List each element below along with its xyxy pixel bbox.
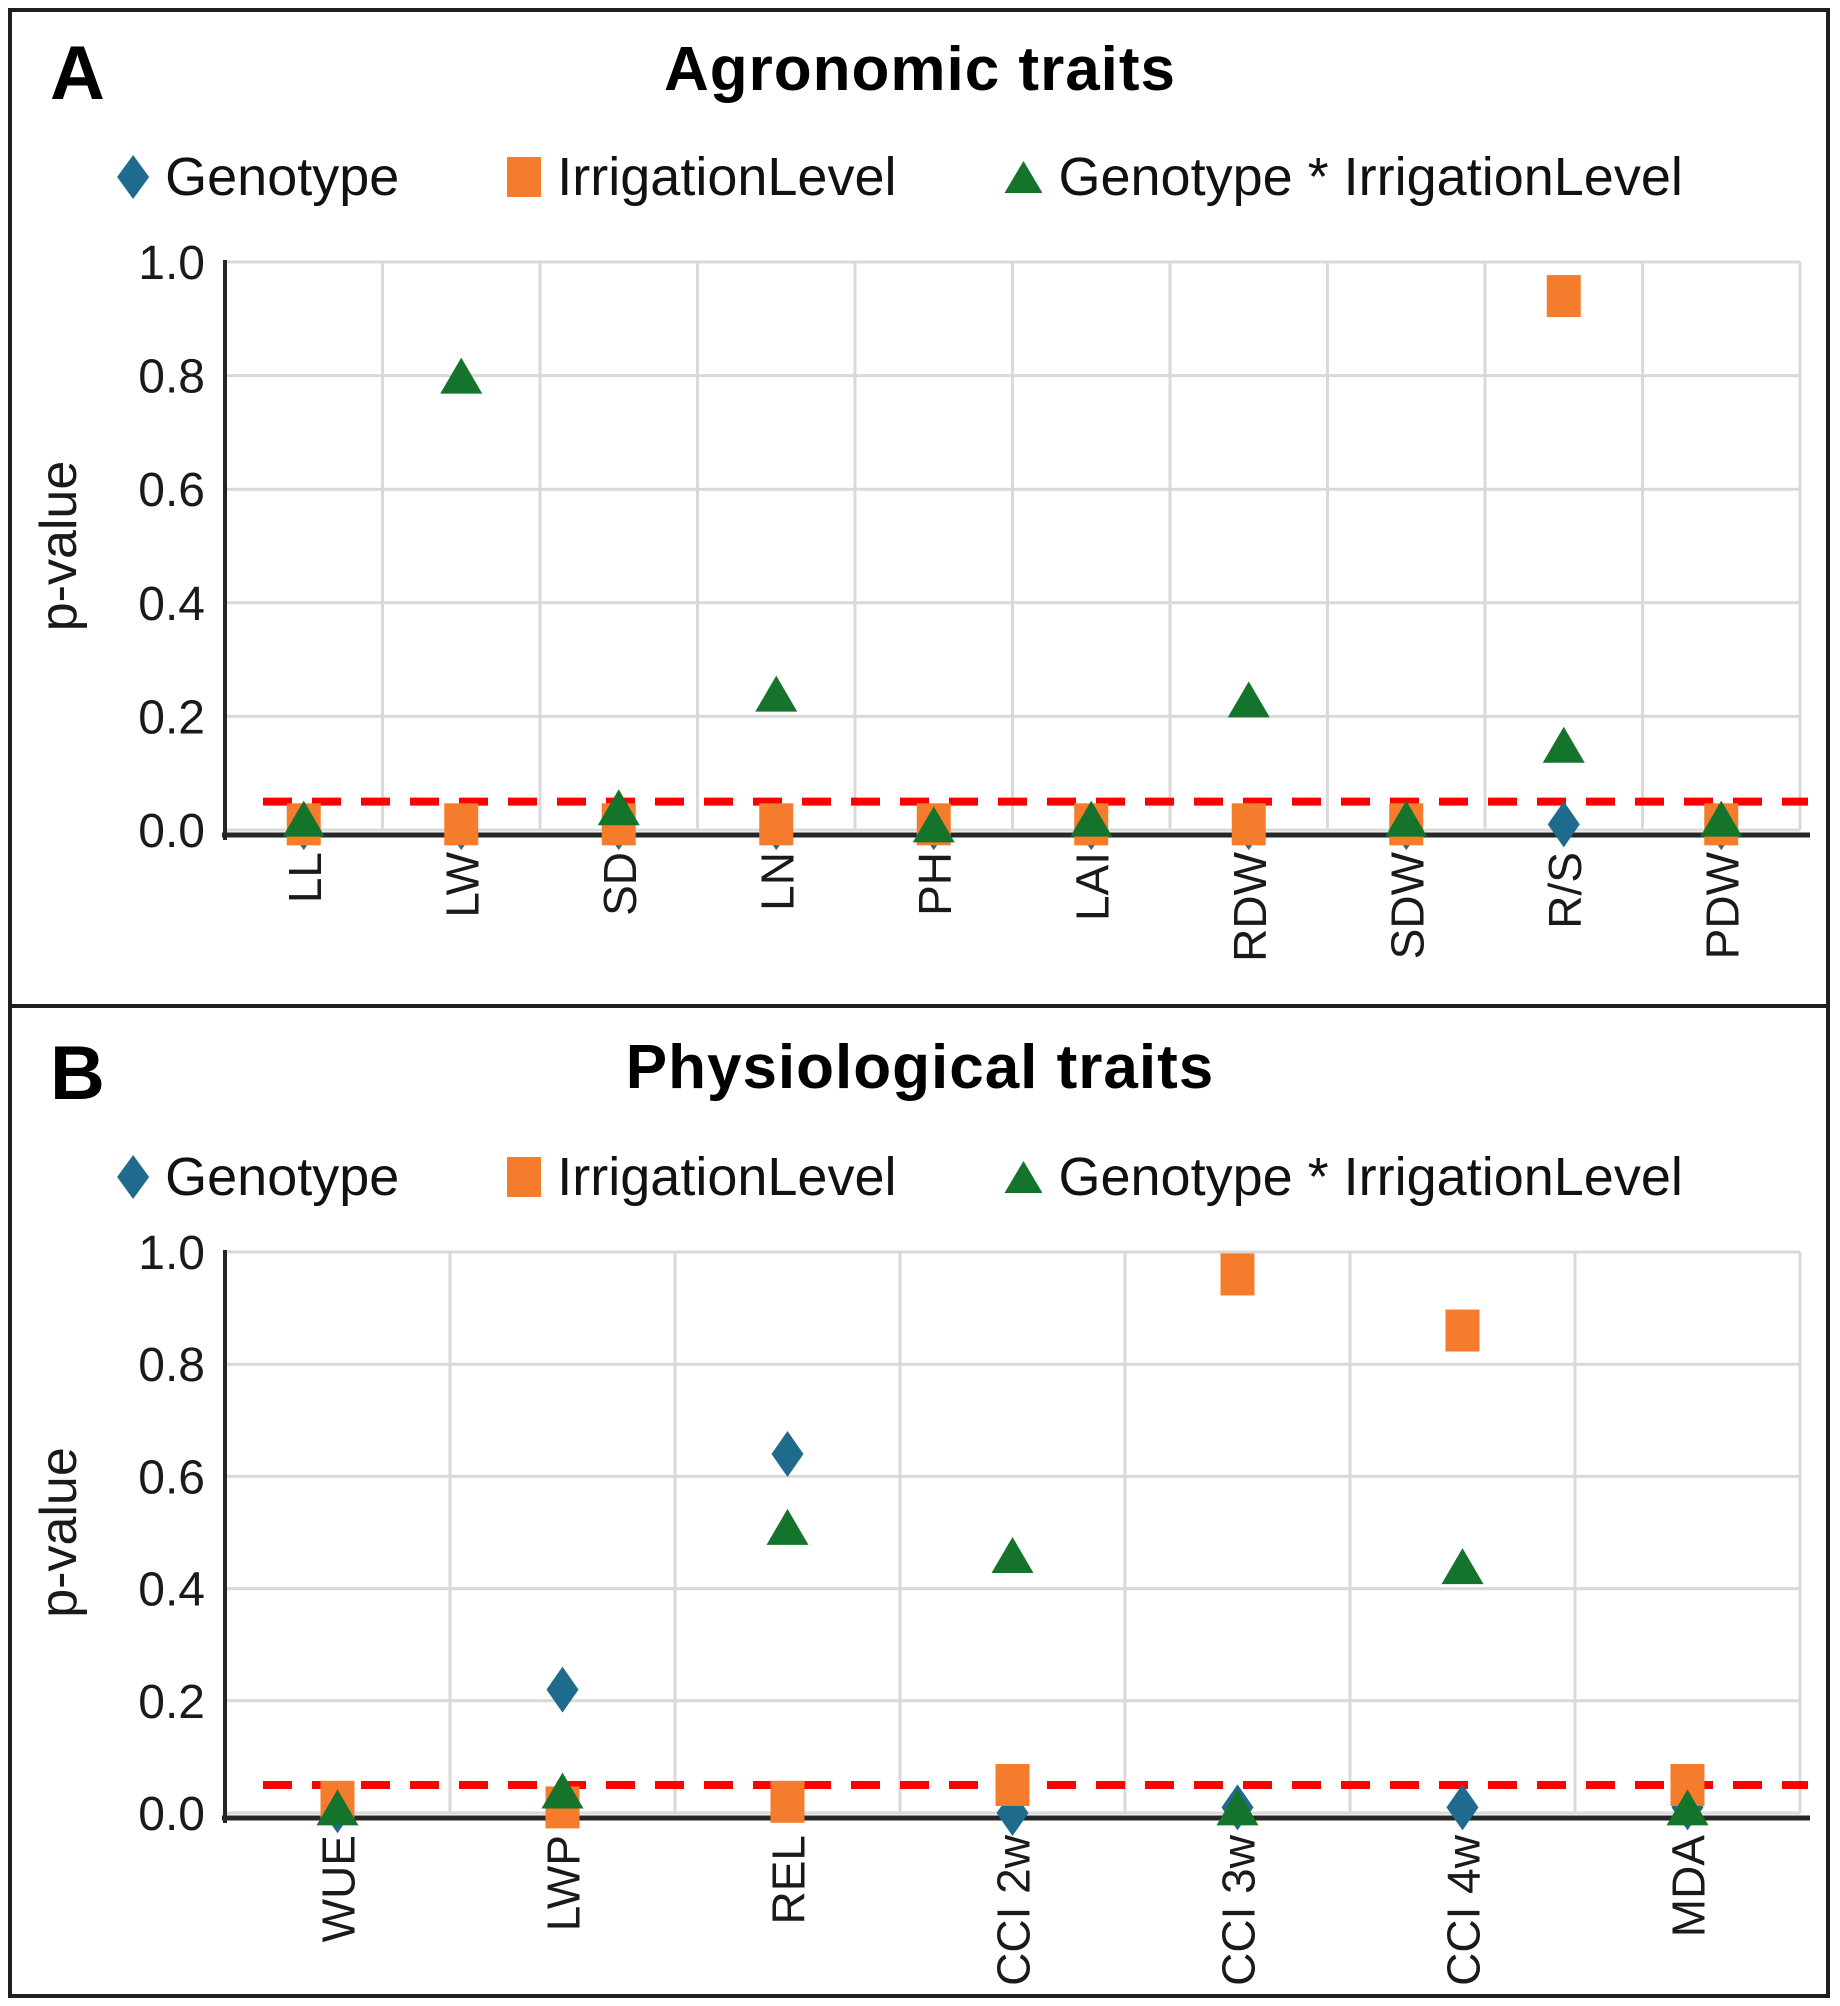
legend-item-interaction: Genotype * IrrigationLevel — [1004, 146, 1683, 208]
legend-label-interaction: Genotype * IrrigationLevel — [1058, 1147, 1683, 1207]
legend-label-genotype: Genotype — [165, 1147, 400, 1207]
legend-item-irrigation: IrrigationLevel — [507, 1146, 896, 1208]
interaction-triangle-icon — [1004, 1161, 1043, 1193]
genotype-diamond-icon — [117, 155, 150, 199]
panel-a-letter: A — [50, 31, 105, 116]
panel-a-title: Agronomic traits — [663, 35, 1177, 104]
legend-label-interaction: Genotype * IrrigationLevel — [1058, 147, 1683, 207]
irrigation-square-icon — [507, 157, 542, 197]
legend-item-genotype: Genotype — [117, 1146, 399, 1208]
genotype-diamond-icon — [117, 1155, 150, 1199]
irrigation-square-icon — [507, 1157, 542, 1197]
legend-label-irrigation: IrrigationLevel — [557, 147, 897, 207]
legend-item-irrigation: IrrigationLevel — [507, 146, 896, 208]
legend-label-irrigation: IrrigationLevel — [557, 1147, 897, 1207]
legend-item-genotype: Genotype — [117, 146, 399, 208]
panel-b — [8, 1004, 1830, 1998]
legend-b: Genotype IrrigationLevel Genotype * Irri… — [0, 1146, 1800, 1208]
panel-b-title: Physiological traits — [625, 1033, 1215, 1102]
legend-item-interaction: Genotype * IrrigationLevel — [1004, 1146, 1683, 1208]
panel-b-letter: B — [50, 1031, 105, 1116]
interaction-triangle-icon — [1004, 161, 1043, 193]
legend-label-genotype: Genotype — [165, 147, 400, 207]
legend-a: Genotype IrrigationLevel Genotype * Irri… — [0, 146, 1800, 208]
